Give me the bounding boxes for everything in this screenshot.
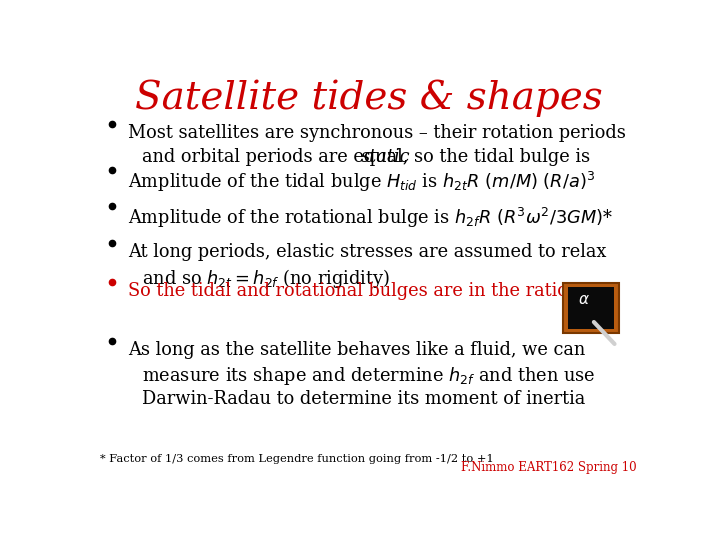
Text: Darwin-Radau to determine its moment of inertia: Darwin-Radau to determine its moment of …: [142, 389, 585, 408]
Text: F.Nimmo EART162 Spring 10: F.Nimmo EART162 Spring 10: [462, 461, 637, 474]
Text: measure its shape and determine $h_{2f}$ and then use: measure its shape and determine $h_{2f}$…: [142, 366, 595, 387]
Text: Amplitude of the tidal bulge $H_{tid}$ is $h_{2t}R$ $(m/M)$ $(R/a)^3$: Amplitude of the tidal bulge $H_{tid}$ i…: [128, 170, 595, 194]
Text: and so $h_{2t}=h_{2f}$ (no rigidity): and so $h_{2t}=h_{2f}$ (no rigidity): [142, 267, 390, 290]
Text: static: static: [361, 148, 410, 166]
Text: Satellite tides & shapes: Satellite tides & shapes: [135, 79, 603, 117]
Text: Most satellites are synchronous – their rotation periods: Most satellites are synchronous – their …: [128, 124, 626, 142]
Text: At long periods, elastic stresses are assumed to relax: At long periods, elastic stresses are as…: [128, 243, 606, 261]
FancyBboxPatch shape: [568, 287, 614, 329]
Text: Amplitude of the rotational bulge is $h_{2f}R$ $(R^3\omega^2/3GM)$*: Amplitude of the rotational bulge is $h_…: [128, 206, 613, 230]
Text: * Factor of 1/3 comes from Legendre function going from -1/2 to +1: * Factor of 1/3 comes from Legendre func…: [100, 454, 494, 464]
Text: As long as the satellite behaves like a fluid, we can: As long as the satellite behaves like a …: [128, 341, 585, 359]
Text: and orbital periods are equal, so the tidal bulge is: and orbital periods are equal, so the ti…: [142, 148, 595, 166]
Text: $\alpha$: $\alpha$: [578, 292, 590, 307]
Text: So the tidal and rotational bulges are in the ratio 3:1: So the tidal and rotational bulges are i…: [128, 282, 602, 300]
FancyBboxPatch shape: [563, 283, 619, 333]
